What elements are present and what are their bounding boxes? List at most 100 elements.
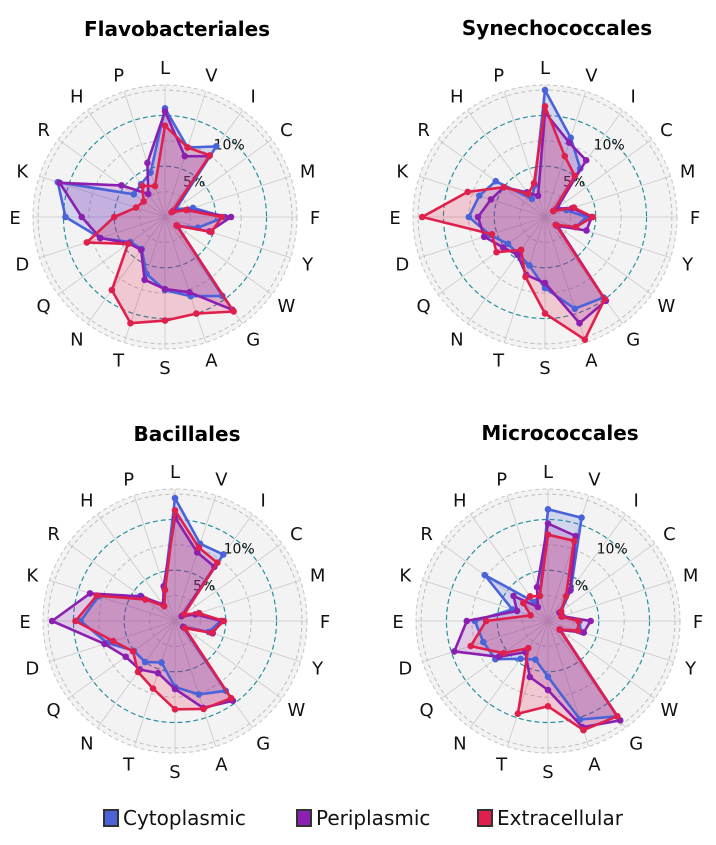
data-point-extracellular-E — [110, 213, 118, 221]
data-point-cytoplasmic-N — [517, 655, 524, 663]
axis-label-P: P — [123, 469, 134, 490]
axis-label-K: K — [396, 162, 409, 183]
grid-spoke — [544, 216, 671, 259]
axis-label-W: W — [657, 296, 675, 317]
grid-spoke — [544, 216, 653, 295]
data-point-extracellular-F — [220, 617, 228, 625]
axis-label-D: D — [398, 658, 412, 679]
data-point-cytoplasmic-T — [532, 656, 539, 663]
axis-label-M: M — [310, 566, 326, 587]
data-point-extracellular-D — [488, 230, 496, 238]
grid-spoke — [470, 620, 549, 729]
data-point-periplasmic-Y — [580, 629, 588, 636]
chart-title: Synechococcales — [462, 16, 652, 40]
axis-label-Q: Q — [47, 700, 61, 721]
data-point-extracellular-A — [193, 310, 200, 317]
data-point-cytoplasmic-H — [528, 195, 536, 203]
data-point-periplasmic-P — [533, 583, 541, 591]
axis-label-R: R — [47, 524, 60, 545]
data-point-extracellular-M — [182, 206, 190, 214]
grid-spoke — [133, 620, 176, 747]
data-point-extracellular-S — [161, 317, 169, 324]
data-point-cytoplasmic-E — [62, 213, 69, 221]
data-point-extracellular-F — [589, 213, 597, 221]
axis-label-K: K — [26, 566, 39, 587]
data-point-extracellular-E — [482, 617, 490, 625]
data-point-periplasmic-S — [161, 285, 169, 293]
axis-label-G: G — [626, 329, 640, 350]
data-point-extracellular-I — [206, 152, 214, 159]
axis-label-L: L — [543, 462, 553, 483]
data-point-periplasmic-P — [144, 159, 151, 167]
data-point-periplasmic-T — [154, 669, 162, 677]
axis-label-P: P — [496, 469, 507, 490]
axis-label-P: P — [113, 65, 124, 86]
grid-spoke — [422, 579, 549, 622]
data-point-periplasmic-E — [48, 617, 56, 625]
legend-swatch-extracellular — [477, 809, 493, 827]
axis-label-Y: Y — [301, 254, 314, 275]
axis-label-C: C — [663, 524, 676, 545]
legend-swatch-cytoplasmic — [103, 809, 119, 827]
series-area-extracellular — [422, 106, 605, 340]
data-point-periplasmic-D — [480, 233, 488, 241]
axis-label-G: G — [246, 329, 260, 350]
data-point-periplasmic-K — [487, 196, 495, 203]
data-point-periplasmic-D — [101, 640, 108, 648]
data-point-periplasmic-N — [514, 251, 521, 259]
data-point-extracellular-L — [171, 507, 179, 514]
grid-spoke — [164, 216, 207, 343]
data-point-extracellular-K — [527, 612, 534, 619]
series-area-periplasmic — [454, 523, 621, 728]
data-point-extracellular-F — [575, 617, 582, 625]
ring-label-10-percent: 10% — [594, 138, 625, 154]
data-point-cytoplasmic-R — [481, 571, 489, 579]
data-point-extracellular-S — [171, 706, 179, 713]
grid-spoke — [49, 579, 176, 622]
grid-spoke — [437, 216, 546, 295]
axis-label-S: S — [542, 762, 553, 783]
series-area-cytoplasmic — [474, 509, 618, 720]
series-area-extracellular — [86, 125, 234, 324]
data-point-extracellular-M — [195, 609, 203, 617]
data-point-extracellular-I — [571, 172, 579, 180]
data-point-extracellular-F — [218, 213, 226, 221]
ring-label-10-percent: 10% — [224, 542, 255, 558]
grid-spoke — [87, 109, 166, 218]
data-point-extracellular-N — [108, 286, 116, 294]
data-point-extracellular-C — [549, 207, 557, 215]
axis-label-A: A — [205, 351, 218, 372]
data-point-periplasmic-E — [463, 617, 471, 625]
axis-label-T: T — [112, 351, 125, 372]
legend-swatch-periplasmic — [296, 809, 312, 827]
data-point-extracellular-S — [544, 702, 552, 710]
axis-label-T: T — [122, 755, 135, 776]
data-point-extracellular-H — [139, 182, 146, 190]
axis-label-N: N — [70, 329, 83, 350]
data-point-periplasmic-T — [141, 276, 148, 284]
data-point-extracellular-I — [562, 593, 570, 600]
grid-spoke — [547, 620, 674, 663]
axis-label-E: E — [19, 612, 30, 633]
data-point-periplasmic-D — [96, 234, 104, 242]
data-point-cytoplasmic-A — [571, 305, 579, 313]
data-point-extracellular-Q — [500, 649, 507, 657]
grid-spoke — [57, 216, 166, 295]
axis-label-E: E — [392, 612, 403, 633]
axis-label-A: A — [215, 755, 228, 776]
data-point-extracellular-G — [601, 295, 608, 303]
data-point-extracellular-N — [525, 644, 532, 652]
data-point-periplasmic-V — [565, 139, 573, 146]
axis-label-I: I — [634, 491, 639, 512]
series-area-periplasmic — [478, 112, 606, 324]
grid-spoke — [547, 579, 674, 622]
data-point-extracellular-E — [72, 617, 79, 625]
legend-item-extracellular: Extracellular — [477, 800, 623, 836]
axis-label-F: F — [310, 208, 320, 229]
data-point-extracellular-D — [109, 637, 117, 645]
grid-spoke — [67, 620, 176, 699]
data-point-extracellular-H — [526, 593, 534, 600]
axis-label-Q: Q — [417, 296, 431, 317]
data-point-periplasmic-K — [513, 607, 521, 615]
